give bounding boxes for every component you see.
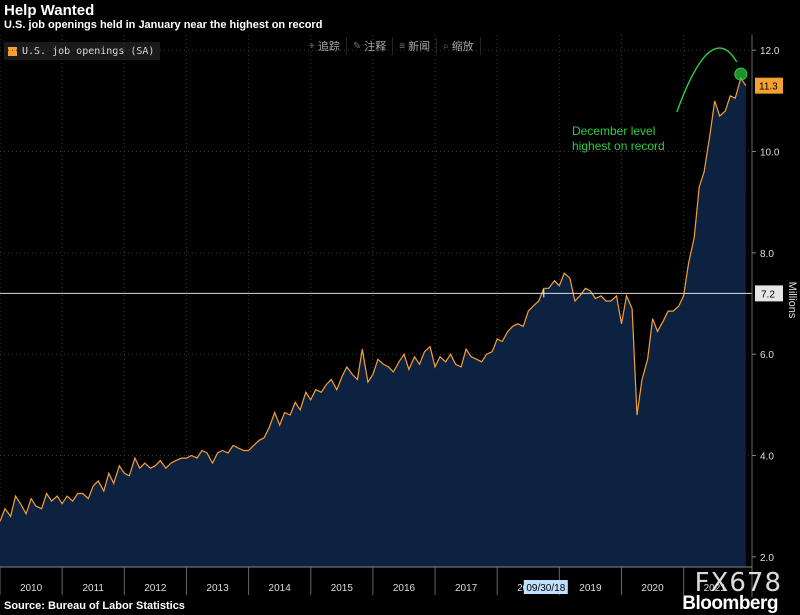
- x-tick-label: 2011: [82, 583, 104, 594]
- plus-icon: +: [309, 40, 315, 52]
- x-tick-label: 2014: [269, 583, 292, 594]
- last-value-tag: [755, 77, 783, 94]
- news-icon: ≡: [399, 40, 406, 52]
- reference-tag: [755, 285, 783, 302]
- x-tick-label: 2012: [144, 583, 167, 594]
- cursor-date-box: [523, 580, 568, 594]
- y-tick-label: 4.0: [760, 452, 774, 463]
- toolbar-label: 追踪: [317, 41, 340, 53]
- y-tick-label: 8.0: [760, 249, 774, 260]
- annotation-point: [734, 67, 748, 81]
- chart-subtitle: U.S. job openings held in January near t…: [4, 19, 323, 31]
- zoom-icon: ⌕: [443, 40, 449, 52]
- x-tick-label: 2017: [455, 583, 478, 594]
- legend-label: U.S. job openings (SA): [22, 45, 155, 57]
- series-area: [0, 78, 746, 567]
- annotation-arc: [676, 47, 738, 113]
- watermark: FX678: [694, 568, 782, 598]
- y-tick-label: 2.0: [760, 553, 774, 564]
- chart-title: Help Wanted: [4, 2, 95, 19]
- source-note: Source: Bureau of Labor Statistics: [4, 600, 185, 612]
- y-tick-label: 10.0: [760, 148, 780, 159]
- x-tick-label: 2019: [579, 583, 602, 594]
- toolbar-track-button[interactable]: + 追踪: [303, 37, 347, 55]
- reference-tag-label: 7.2: [761, 289, 775, 300]
- x-tick-label: 2013: [206, 583, 229, 594]
- annotation-text: December level highest on record: [572, 124, 665, 154]
- x-tick-label: 2015: [331, 583, 354, 594]
- last-value-label: 11.3: [759, 82, 778, 93]
- series-line: [0, 76, 747, 522]
- y-axis-label: Millions: [786, 282, 798, 319]
- annotation-line: December level: [572, 124, 656, 138]
- brand-logo: Bloomberg: [682, 593, 778, 614]
- cursor-date-label: 09/30/18: [526, 583, 565, 594]
- legend[interactable]: U.S. job openings (SA): [4, 42, 161, 60]
- x-tick-label: 2010: [20, 583, 43, 594]
- x-tick-label: 2021: [704, 583, 727, 594]
- legend-swatch: [8, 46, 17, 56]
- y-tick-label: 6.0: [760, 350, 774, 361]
- x-tick-label: 2016: [393, 583, 416, 594]
- pen-icon: ✎: [352, 40, 362, 52]
- x-tick-label: 2020: [641, 583, 664, 594]
- annotation-line: highest on record: [572, 139, 665, 153]
- y-tick-label: 12.0: [760, 46, 780, 57]
